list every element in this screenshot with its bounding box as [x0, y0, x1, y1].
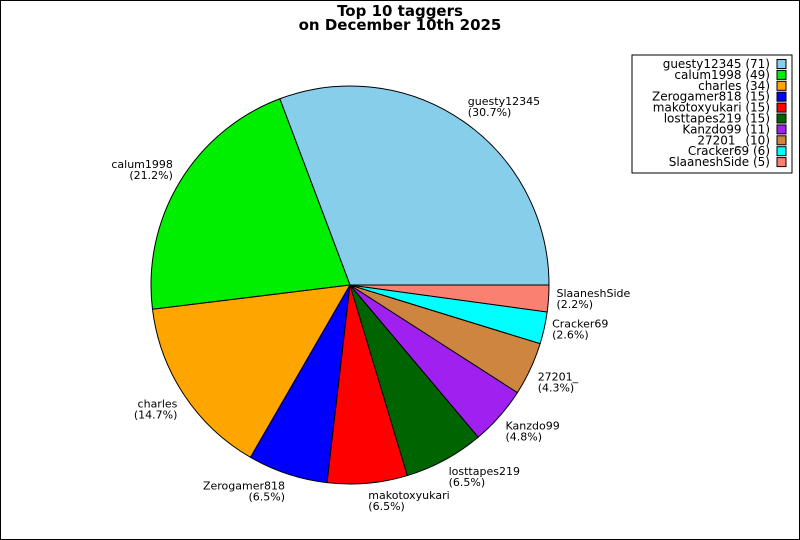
- legend-swatch-charles: [776, 80, 787, 91]
- slice-label-calum1998: calum1998: [111, 158, 173, 171]
- legend-label-slaaneshside: SlaaneshSide (5): [669, 155, 770, 169]
- slice-label-kanzdo99: Kanzdo99: [506, 420, 560, 433]
- slice-labels: guesty12345(30.7%) calum1998(21.2%) charle…: [111, 95, 630, 513]
- legend-label-losttapes219: losttapes219 (15): [664, 112, 770, 126]
- slice-percent-makotoxyukari: (6.5%): [368, 500, 405, 513]
- slice-label-27201: 27201_: [538, 370, 579, 383]
- legend-swatch-losttapes219: [776, 113, 787, 124]
- legend: guesty12345 (71)calum1998 (49)charles (3…: [631, 54, 793, 174]
- slice-percent-zerogamer818: (6.5%): [248, 491, 285, 504]
- slice-percent-kanzdo99: (4.8%): [506, 431, 543, 444]
- legend-box: [631, 54, 793, 174]
- legend-label-calum1998: calum1998 (49): [674, 68, 770, 82]
- pie-slice-slaaneshside: [349, 284, 550, 313]
- pie-slices: [150, 85, 550, 485]
- slice-label-makotoxyukari: makotoxyukari: [368, 489, 449, 502]
- legend-swatch-zerogamer818: [776, 91, 787, 102]
- slice-label-losttapes219: losttapes219: [449, 465, 520, 478]
- slice-percent-charles: (14.7%): [134, 408, 178, 421]
- pie-slice-calum1998: [150, 98, 351, 310]
- legend-swatch-kanzdo99: [776, 124, 787, 135]
- legend-swatch-calum1998: [776, 69, 787, 80]
- slice-label-zerogamer818: Zerogamer818: [203, 480, 285, 493]
- slice-percent-guesty12345: (30.7%): [468, 106, 512, 119]
- slice-percent-27201: (4.3%): [538, 381, 575, 394]
- slice-label-cracker69: Cracker69: [552, 318, 608, 331]
- slice-label-charles: charles: [138, 397, 178, 410]
- chart-subtitle: on December 10th 2025: [299, 16, 502, 34]
- legend-label-guesty12345: guesty12345 (71): [663, 57, 770, 71]
- slice-percent-losttapes219: (6.5%): [449, 476, 486, 489]
- legend-label-charles: charles (34): [698, 79, 770, 93]
- pie-slice-guesty12345: [279, 85, 550, 286]
- slice-percent-cracker69: (2.6%): [552, 329, 589, 342]
- legend-swatch-makotoxyukari: [776, 102, 787, 113]
- legend-label-zerogamer818: Zerogamer818 (15): [652, 90, 770, 104]
- slice-percent-slaaneshside: (2.2%): [557, 298, 594, 311]
- chart-title: Top 10 taggers: [337, 2, 463, 20]
- legend-swatch-slaaneshside: [776, 157, 787, 168]
- slice-label-guesty12345: guesty12345: [468, 95, 540, 108]
- legend-label-27201: 27201_ (10): [697, 133, 770, 147]
- legend-swatch-cracker69: [776, 146, 787, 157]
- pie-slice-charles: [151, 284, 351, 459]
- legend-label-kanzdo99: Kanzdo99 (11): [682, 122, 770, 136]
- legend-label-cracker69: Cracker69 (6): [688, 144, 770, 158]
- legend-swatch-guesty12345: [776, 59, 787, 69]
- slice-label-slaaneshside: SlaaneshSide: [557, 287, 631, 300]
- legend-swatch-27201: [776, 135, 787, 146]
- legend-label-makotoxyukari: makotoxyukari (15): [653, 101, 770, 115]
- slice-percent-calum1998: (21.2%): [129, 169, 173, 182]
